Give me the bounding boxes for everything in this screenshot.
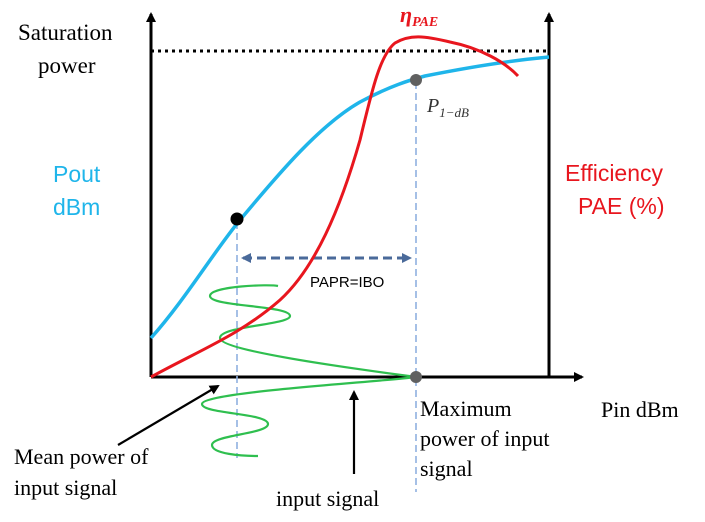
input-signal-label: input signal [276,486,379,511]
input-signal-wave [208,284,417,379]
mean-power-label-line2: input signal [14,475,117,500]
max-input-point [410,371,422,383]
saturation-label-line1: Saturation [18,20,113,45]
max-power-label-line3: signal [420,456,473,481]
eta-symbol: η [400,2,412,27]
pout-label-line2: dBm [53,194,100,220]
p1db-point [410,74,422,86]
mean-power-pointer-arrow [117,384,220,446]
p1db-label: P1−dB [426,95,469,120]
papr-label: PAPR=IBO [310,274,384,291]
pout-curve [149,55,550,340]
eta-pae-label: ηPAE [400,2,438,30]
pout-label-line1: Pout [53,161,101,187]
pin-label: Pin dBm [601,397,679,422]
eta-subscript: PAE [412,15,438,30]
efficiency-label-line1: Efficiency [565,160,664,186]
mean-power-label-line1: Mean power of [14,444,149,469]
saturation-label-line2: power [38,53,96,78]
efficiency-label-line2: PAE (%) [578,193,664,219]
p1db-main: P [426,95,439,117]
max-power-label-line1: Maximum [420,396,512,421]
mean-power-point [230,212,244,226]
pae-curve [150,35,520,379]
p1db-subscript: 1−dB [439,105,469,120]
max-power-label-line2: power of input [420,426,550,451]
input-signal-wave-lower [200,375,417,458]
